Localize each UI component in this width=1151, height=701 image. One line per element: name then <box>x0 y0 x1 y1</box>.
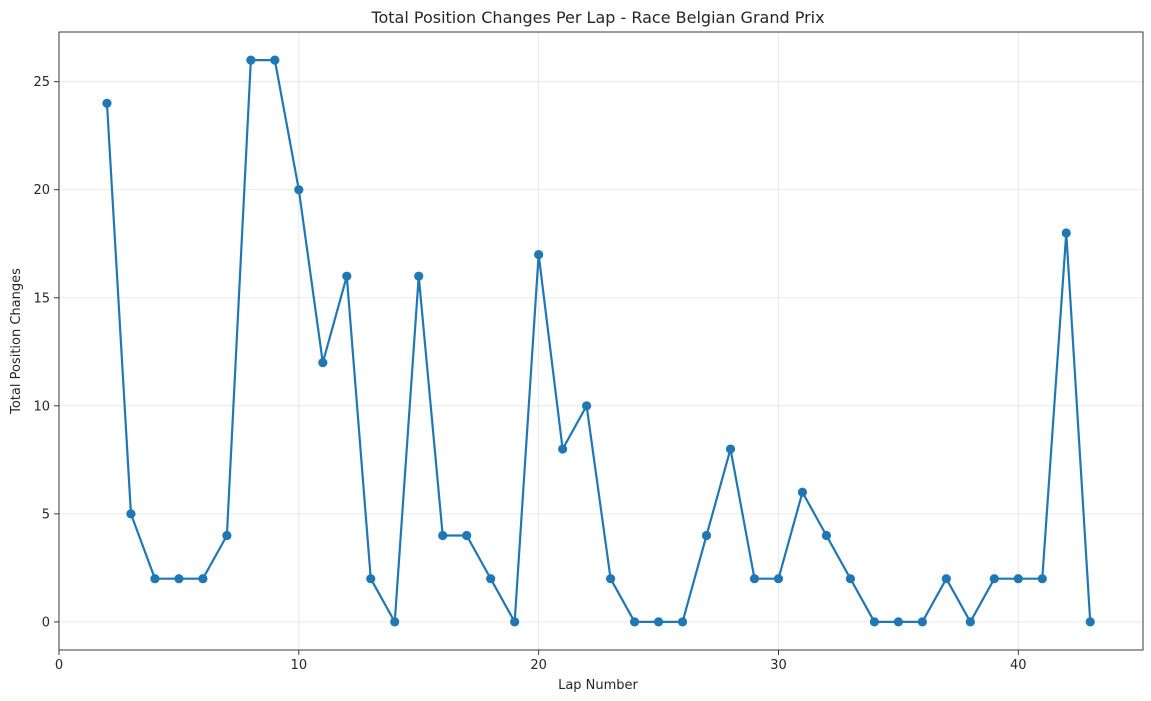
x-tick-label: 30 <box>770 658 787 673</box>
data-point <box>653 617 664 627</box>
y-tick-label: 15 <box>33 291 50 306</box>
data-point <box>1037 574 1047 584</box>
y-tick-label: 0 <box>42 615 50 630</box>
y-tick-label: 20 <box>33 183 50 198</box>
data-point <box>917 617 927 627</box>
data-point <box>582 401 592 411</box>
y-axis-label: Total Position Changes <box>9 268 24 415</box>
data-point <box>821 530 832 541</box>
y-tick-label: 5 <box>42 507 50 522</box>
data-point <box>845 574 856 584</box>
data-point <box>174 574 184 584</box>
data-point <box>941 574 951 584</box>
data-point <box>438 530 448 541</box>
plot-frame <box>58 31 1144 651</box>
data-point <box>150 574 160 584</box>
data-point <box>126 509 136 519</box>
data-point <box>677 617 688 627</box>
chart-title: Total Position Changes Per Lap - Race Be… <box>370 8 824 27</box>
data-point <box>534 249 544 260</box>
data-point <box>342 271 352 281</box>
data-point <box>462 530 472 541</box>
x-axis: 0 10 20 30 40 <box>55 650 1027 673</box>
data-point <box>198 574 208 584</box>
data-point <box>749 574 760 584</box>
data-point <box>605 574 616 584</box>
data-point <box>701 530 712 541</box>
data-point <box>366 574 376 584</box>
grid <box>58 32 1143 650</box>
data-point <box>246 55 256 65</box>
y-axis: 0 5 10 15 20 25 <box>33 75 59 630</box>
series-line <box>105 58 1092 624</box>
data-point <box>989 574 999 584</box>
x-tick-label: 0 <box>55 658 63 673</box>
x-tick-label: 20 <box>530 658 547 673</box>
data-point <box>725 444 736 454</box>
data-point <box>773 574 784 584</box>
data-point <box>102 98 112 108</box>
data-point <box>270 55 280 65</box>
data-point <box>294 185 304 195</box>
data-point <box>558 444 568 454</box>
data-point <box>390 617 400 627</box>
data-point <box>318 358 328 368</box>
y-tick-label: 25 <box>33 75 50 90</box>
data-point <box>869 617 879 627</box>
data-point <box>629 617 640 627</box>
data-point <box>1085 617 1095 627</box>
data-point <box>965 617 975 627</box>
data-point <box>222 530 232 541</box>
data-point <box>1013 574 1023 584</box>
data-point <box>1061 228 1071 238</box>
data-point <box>797 487 808 497</box>
data-point <box>510 617 520 627</box>
data-point <box>414 271 424 281</box>
data-point <box>486 574 496 584</box>
series-line-group <box>102 55 1095 627</box>
data-point <box>893 617 903 627</box>
x-tick-label: 40 <box>1010 658 1027 673</box>
y-tick-label: 10 <box>33 399 50 414</box>
x-tick-label: 10 <box>291 658 308 673</box>
x-axis-label: Lap Number <box>558 678 638 693</box>
